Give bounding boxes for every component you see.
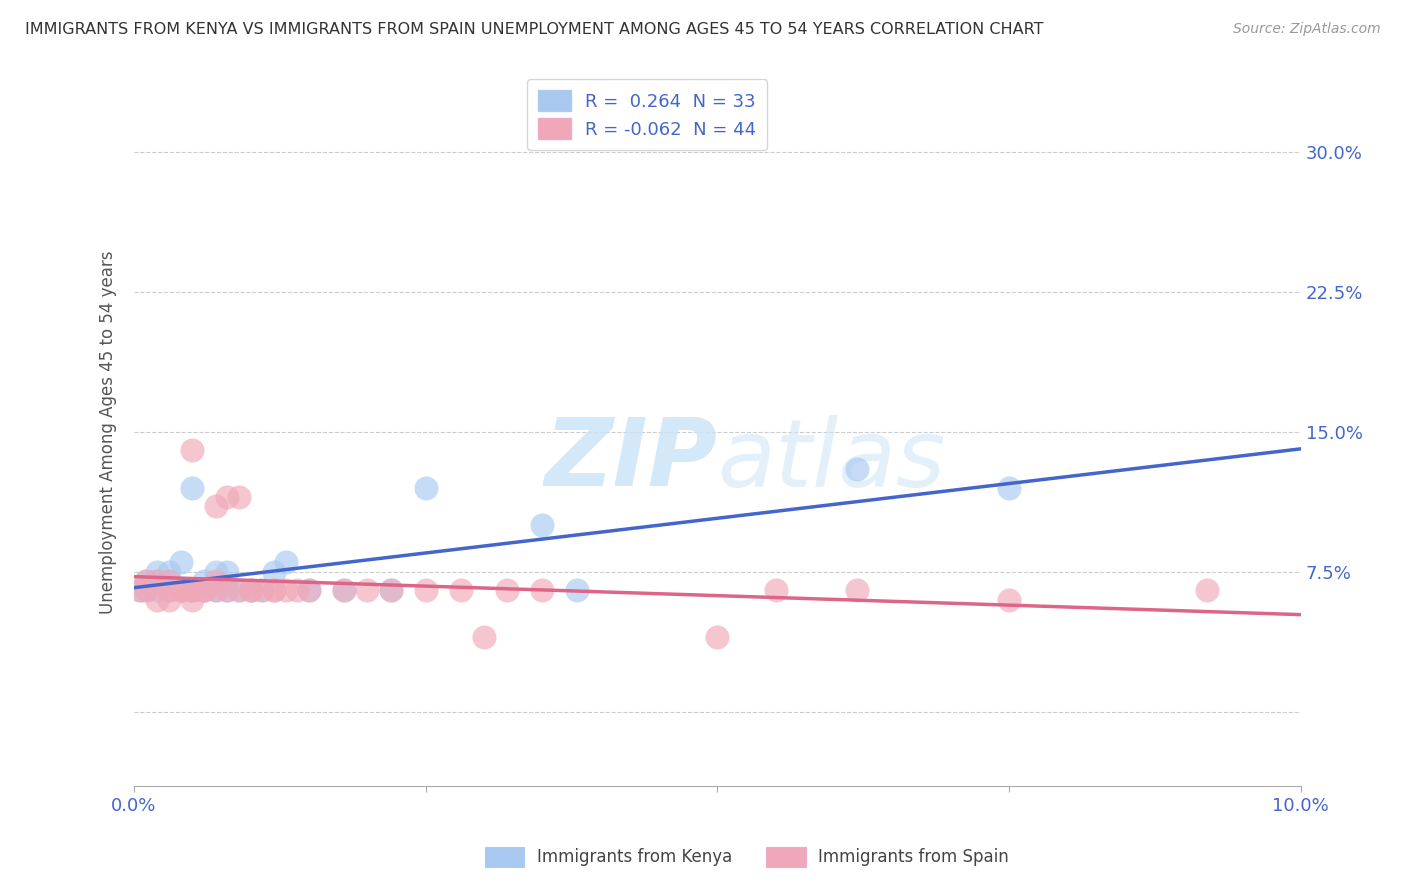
Point [285,583,308,598]
Legend: R =  0.264  N = 33, R = -0.062  N = 44: R = 0.264 N = 33, R = -0.062 N = 44 [527,79,768,150]
Point [181,592,204,607]
Point [157,565,180,579]
Point [239,583,262,598]
Point [239,583,262,598]
Point [170,555,193,569]
Point [263,583,285,598]
Point [274,583,297,598]
Point [181,583,204,598]
Point [128,583,150,598]
Point [204,574,226,588]
Text: ZIP: ZIP [544,414,717,506]
Point [567,583,589,598]
Point [415,583,437,598]
Point [128,583,150,598]
Text: Source: ZipAtlas.com: Source: ZipAtlas.com [1233,22,1381,37]
Point [181,443,204,458]
Point [135,574,157,588]
Point [496,583,519,598]
Point [204,565,226,579]
Point [472,630,495,644]
Point [228,583,250,598]
Point [1197,583,1219,598]
Point [146,592,169,607]
Point [204,500,226,514]
Point [170,583,193,598]
Point [298,583,321,598]
Y-axis label: Unemployment Among Ages 45 to 54 years: Unemployment Among Ages 45 to 54 years [100,250,117,614]
Point [181,583,204,598]
Point [217,565,239,579]
Point [146,574,169,588]
Point [181,583,204,598]
Point [531,583,554,598]
Point [228,490,250,504]
Text: Immigrants from Spain: Immigrants from Spain [818,848,1010,866]
Point [333,583,356,598]
Point [239,583,262,598]
Point [998,481,1021,495]
Point [217,490,239,504]
Point [263,565,285,579]
Point [380,583,402,598]
Point [531,518,554,533]
Point [135,574,157,588]
Point [157,574,180,588]
Point [356,583,378,598]
Point [193,583,215,598]
Point [193,583,215,598]
Point [298,583,321,598]
Point [135,583,157,598]
Point [193,574,215,588]
Point [263,583,285,598]
Point [170,583,193,598]
Text: Immigrants from Kenya: Immigrants from Kenya [537,848,733,866]
Point [193,583,215,598]
Point [228,583,250,598]
Point [765,583,787,598]
Point [157,592,180,607]
Point [217,583,239,598]
Point [157,574,180,588]
Point [998,592,1021,607]
Point [204,583,226,598]
Text: IMMIGRANTS FROM KENYA VS IMMIGRANTS FROM SPAIN UNEMPLOYMENT AMONG AGES 45 TO 54 : IMMIGRANTS FROM KENYA VS IMMIGRANTS FROM… [25,22,1043,37]
Point [415,481,437,495]
Point [380,583,402,598]
Point [146,583,169,598]
Text: atlas: atlas [717,415,946,506]
Point [157,583,180,598]
Point [217,583,239,598]
Point [157,583,180,598]
Point [170,583,193,598]
Point [333,583,356,598]
Point [274,555,297,569]
Point [252,583,274,598]
Point [135,583,157,598]
Point [846,462,869,476]
Point [181,481,204,495]
Point [450,583,472,598]
Point [706,630,728,644]
Point [252,583,274,598]
Point [146,565,169,579]
Point [181,583,204,598]
Point [846,583,869,598]
Point [146,574,169,588]
Point [204,583,226,598]
